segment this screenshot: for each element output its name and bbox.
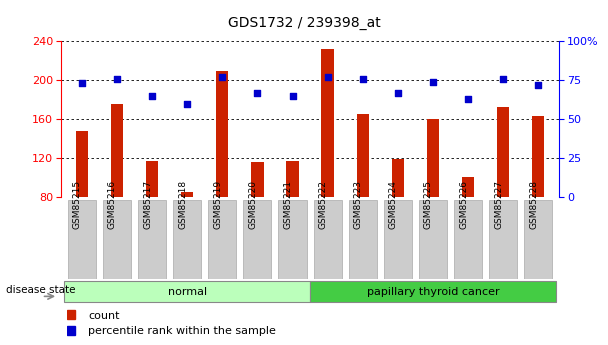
Text: GSM85216: GSM85216: [108, 179, 117, 229]
Text: GSM85220: GSM85220: [249, 179, 257, 229]
Text: count: count: [88, 311, 120, 321]
Text: GSM85225: GSM85225: [424, 179, 433, 229]
Bar: [111, 105, 123, 197]
FancyBboxPatch shape: [278, 200, 306, 279]
Bar: [76, 131, 88, 197]
Text: GSM85217: GSM85217: [143, 179, 152, 229]
Point: [182, 101, 192, 106]
Text: papillary thyroid cancer: papillary thyroid cancer: [367, 287, 499, 296]
Point: [393, 90, 402, 95]
Bar: [146, 161, 158, 197]
Text: GSM85227: GSM85227: [494, 179, 503, 229]
Bar: [181, 192, 193, 197]
Bar: [216, 70, 229, 197]
Point: [218, 74, 227, 80]
FancyBboxPatch shape: [419, 200, 447, 279]
Text: disease state: disease state: [6, 285, 75, 295]
Point: [252, 90, 262, 95]
Point: [323, 74, 333, 80]
Text: GSM85219: GSM85219: [213, 179, 223, 229]
FancyBboxPatch shape: [103, 200, 131, 279]
FancyBboxPatch shape: [349, 200, 377, 279]
Bar: [67, 310, 75, 319]
FancyBboxPatch shape: [209, 200, 237, 279]
FancyBboxPatch shape: [489, 200, 517, 279]
FancyBboxPatch shape: [454, 200, 482, 279]
Bar: [532, 116, 544, 197]
Point: [77, 80, 87, 86]
Point: [533, 82, 543, 88]
Point: [463, 96, 473, 101]
Point: [288, 93, 297, 99]
Text: GSM85221: GSM85221: [283, 179, 292, 229]
Point: [112, 76, 122, 81]
Text: GDS1732 / 239398_at: GDS1732 / 239398_at: [227, 16, 381, 30]
Bar: [427, 119, 439, 197]
Bar: [67, 326, 75, 335]
FancyBboxPatch shape: [64, 281, 310, 302]
Point: [147, 93, 157, 99]
Bar: [322, 49, 334, 197]
Text: GSM85226: GSM85226: [459, 179, 468, 229]
FancyBboxPatch shape: [310, 281, 556, 302]
Text: GSM85218: GSM85218: [178, 179, 187, 229]
Text: GSM85224: GSM85224: [389, 180, 398, 228]
FancyBboxPatch shape: [138, 200, 166, 279]
FancyBboxPatch shape: [173, 200, 201, 279]
FancyBboxPatch shape: [524, 200, 552, 279]
Text: GSM85222: GSM85222: [319, 180, 328, 228]
FancyBboxPatch shape: [384, 200, 412, 279]
Bar: [357, 114, 369, 197]
Bar: [392, 159, 404, 197]
FancyBboxPatch shape: [314, 200, 342, 279]
FancyBboxPatch shape: [243, 200, 271, 279]
Point: [358, 76, 368, 81]
FancyBboxPatch shape: [68, 200, 96, 279]
Text: normal: normal: [168, 287, 207, 296]
Bar: [251, 162, 263, 197]
Bar: [286, 161, 299, 197]
Text: GSM85228: GSM85228: [530, 179, 538, 229]
Bar: [462, 177, 474, 197]
Point: [499, 76, 508, 81]
Text: GSM85223: GSM85223: [354, 179, 363, 229]
Text: percentile rank within the sample: percentile rank within the sample: [88, 326, 276, 336]
Text: GSM85215: GSM85215: [73, 179, 82, 229]
Bar: [497, 107, 510, 197]
Point: [428, 79, 438, 85]
